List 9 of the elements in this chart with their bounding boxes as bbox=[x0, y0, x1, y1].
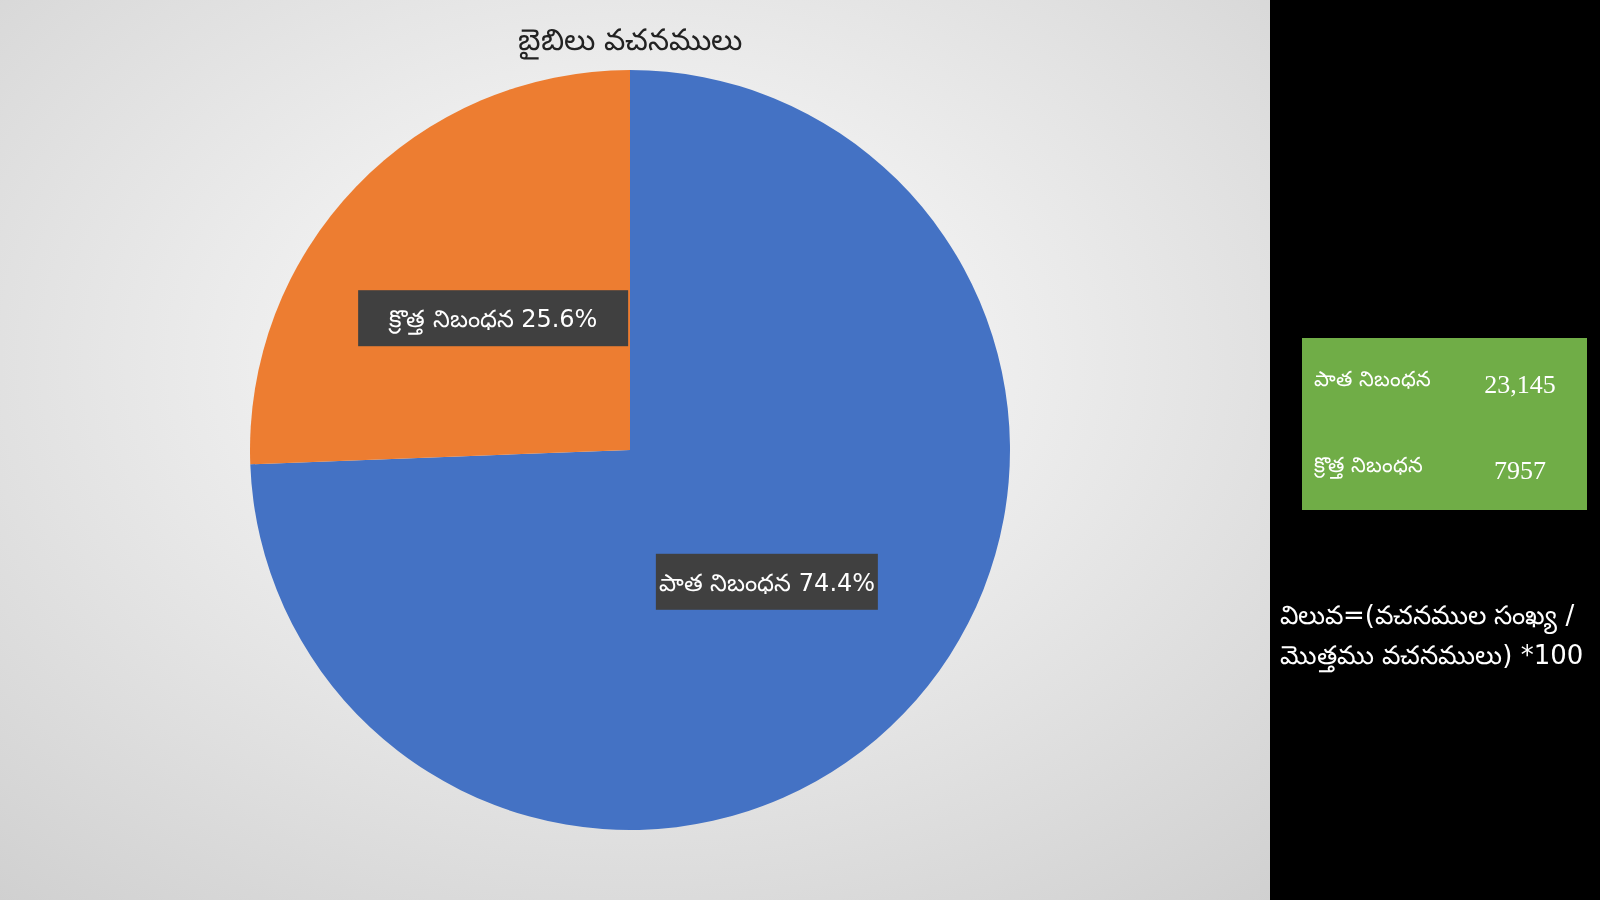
text: పాత నిబంధన bbox=[1314, 367, 1431, 391]
slice-label: క్రొత్త నిబంధన 25.6% bbox=[387, 305, 598, 336]
text: 7957 bbox=[1494, 456, 1546, 485]
slice-label: పాత నిబంధన 74.4% bbox=[658, 568, 876, 597]
text: క్రొత్త నిబంధన bbox=[1314, 453, 1423, 479]
pie-slice bbox=[250, 70, 1010, 830]
text: విలువ=(వచనముల సంఖ్య / మొత్తము వచనములు) *100 bbox=[1280, 600, 1584, 673]
chart-title: బైబిలు వచనములు bbox=[517, 22, 743, 60]
text: 23,145 bbox=[1484, 370, 1556, 399]
